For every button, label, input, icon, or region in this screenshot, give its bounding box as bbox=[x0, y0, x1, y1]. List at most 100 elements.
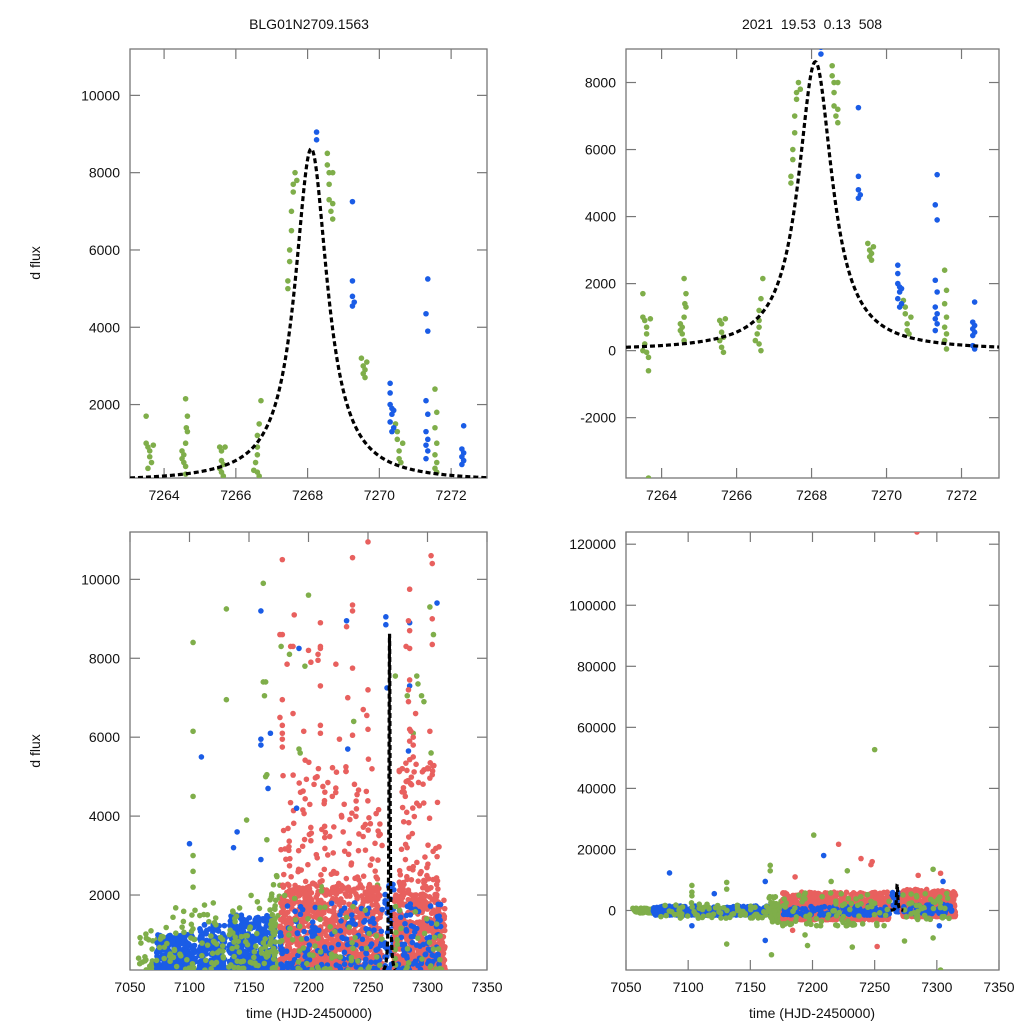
data-point-red bbox=[364, 712, 370, 719]
data-point-red bbox=[314, 855, 321, 861]
data-point-green bbox=[734, 902, 741, 909]
data-point-blue bbox=[258, 608, 264, 614]
data-point-blue bbox=[387, 390, 393, 396]
data-point-red bbox=[413, 892, 419, 898]
data-point-red bbox=[410, 742, 417, 748]
data-point-green bbox=[754, 331, 761, 337]
data-point-blue bbox=[932, 327, 939, 334]
data-point-red bbox=[405, 896, 412, 903]
data-point-blue bbox=[358, 945, 365, 952]
data-point-green bbox=[226, 931, 233, 938]
data-point-green bbox=[831, 89, 837, 96]
data-point-red bbox=[402, 856, 409, 863]
data-point-green bbox=[864, 240, 871, 247]
data-point-red bbox=[425, 842, 431, 848]
data-point-green bbox=[324, 162, 331, 168]
data-point-green bbox=[184, 428, 191, 435]
data-point-red bbox=[434, 853, 440, 860]
y-tick-label: 80000 bbox=[577, 658, 616, 674]
data-point-red bbox=[366, 815, 372, 821]
data-point-red bbox=[297, 891, 304, 898]
data-point-green bbox=[287, 925, 293, 932]
data-point-green bbox=[376, 962, 383, 969]
data-point-red bbox=[406, 819, 412, 826]
data-point-red bbox=[360, 899, 366, 906]
data-point-blue bbox=[277, 929, 284, 936]
data-point-blue bbox=[249, 933, 256, 940]
data-point-green bbox=[399, 440, 406, 447]
data-point-green bbox=[296, 923, 303, 930]
data-point-green bbox=[261, 960, 268, 967]
x-tick-label: 7266 bbox=[220, 487, 251, 503]
plot-frame bbox=[625, 48, 1000, 479]
data-point-red bbox=[349, 665, 356, 671]
data-point-green bbox=[234, 944, 240, 950]
data-point-blue bbox=[932, 316, 939, 322]
data-point-red bbox=[286, 838, 293, 845]
data-point-red bbox=[435, 906, 442, 913]
data-point-red bbox=[406, 627, 413, 634]
data-point-green bbox=[180, 918, 187, 925]
data-point-red bbox=[313, 883, 320, 889]
data-point-green bbox=[633, 909, 640, 915]
data-point-red bbox=[282, 911, 289, 918]
data-point-red bbox=[365, 687, 371, 693]
data-point-green bbox=[941, 324, 948, 330]
data-point-green bbox=[430, 631, 437, 638]
data-point-red bbox=[306, 759, 312, 766]
data-point-blue bbox=[855, 186, 862, 193]
data-point-red bbox=[325, 779, 331, 786]
data-point-red bbox=[367, 896, 373, 902]
data-point-green bbox=[231, 964, 238, 970]
data-point-blue bbox=[297, 903, 304, 910]
data-point-red bbox=[287, 799, 294, 806]
data-point-green bbox=[902, 310, 909, 317]
data-point-green bbox=[305, 915, 311, 922]
data-point-green bbox=[142, 958, 148, 964]
data-point-blue bbox=[339, 934, 345, 941]
data-point-red bbox=[280, 772, 286, 779]
data-point-blue bbox=[343, 617, 350, 624]
data-point-green bbox=[309, 966, 315, 970]
x-tick-label: 7272 bbox=[946, 487, 977, 503]
plot-area bbox=[626, 49, 999, 478]
data-point-red bbox=[302, 891, 309, 898]
data-point-green bbox=[396, 907, 403, 914]
data-point-blue bbox=[353, 964, 360, 970]
data-point-green bbox=[435, 946, 442, 952]
y-tick-label: 40000 bbox=[577, 780, 616, 796]
x-tick-label: 7300 bbox=[412, 979, 443, 995]
data-point-green bbox=[298, 936, 305, 942]
y-tick-label: 0 bbox=[608, 902, 616, 918]
data-point-green bbox=[771, 908, 778, 914]
data-point-blue bbox=[241, 923, 247, 929]
data-point-red bbox=[349, 602, 356, 608]
data-point-red bbox=[403, 760, 409, 766]
data-point-green bbox=[835, 79, 841, 86]
data-point-red bbox=[330, 850, 337, 856]
data-point-green bbox=[182, 395, 189, 402]
data-point-green bbox=[833, 113, 839, 119]
data-point-green bbox=[238, 959, 244, 965]
data-point-red bbox=[877, 894, 884, 900]
x-tick-label: 7350 bbox=[983, 979, 1014, 995]
data-point-red bbox=[411, 813, 418, 820]
data-point-green bbox=[747, 903, 754, 909]
data-point-red bbox=[436, 939, 443, 946]
data-point-red bbox=[371, 909, 378, 915]
data-point-blue bbox=[382, 891, 389, 898]
data-point-green bbox=[683, 290, 689, 297]
data-point-green bbox=[190, 728, 196, 735]
data-point-green bbox=[269, 965, 276, 970]
data-point-green bbox=[831, 103, 837, 109]
data-point-green bbox=[236, 949, 243, 955]
data-point-red bbox=[424, 765, 431, 772]
data-point-red bbox=[346, 840, 352, 847]
data-point-green bbox=[181, 929, 187, 936]
data-point-green bbox=[791, 113, 798, 119]
data-point-green bbox=[286, 258, 293, 265]
data-point-green bbox=[173, 963, 180, 970]
data-point-red bbox=[322, 829, 329, 836]
data-point-red bbox=[324, 852, 331, 858]
data-point-blue bbox=[428, 920, 435, 927]
